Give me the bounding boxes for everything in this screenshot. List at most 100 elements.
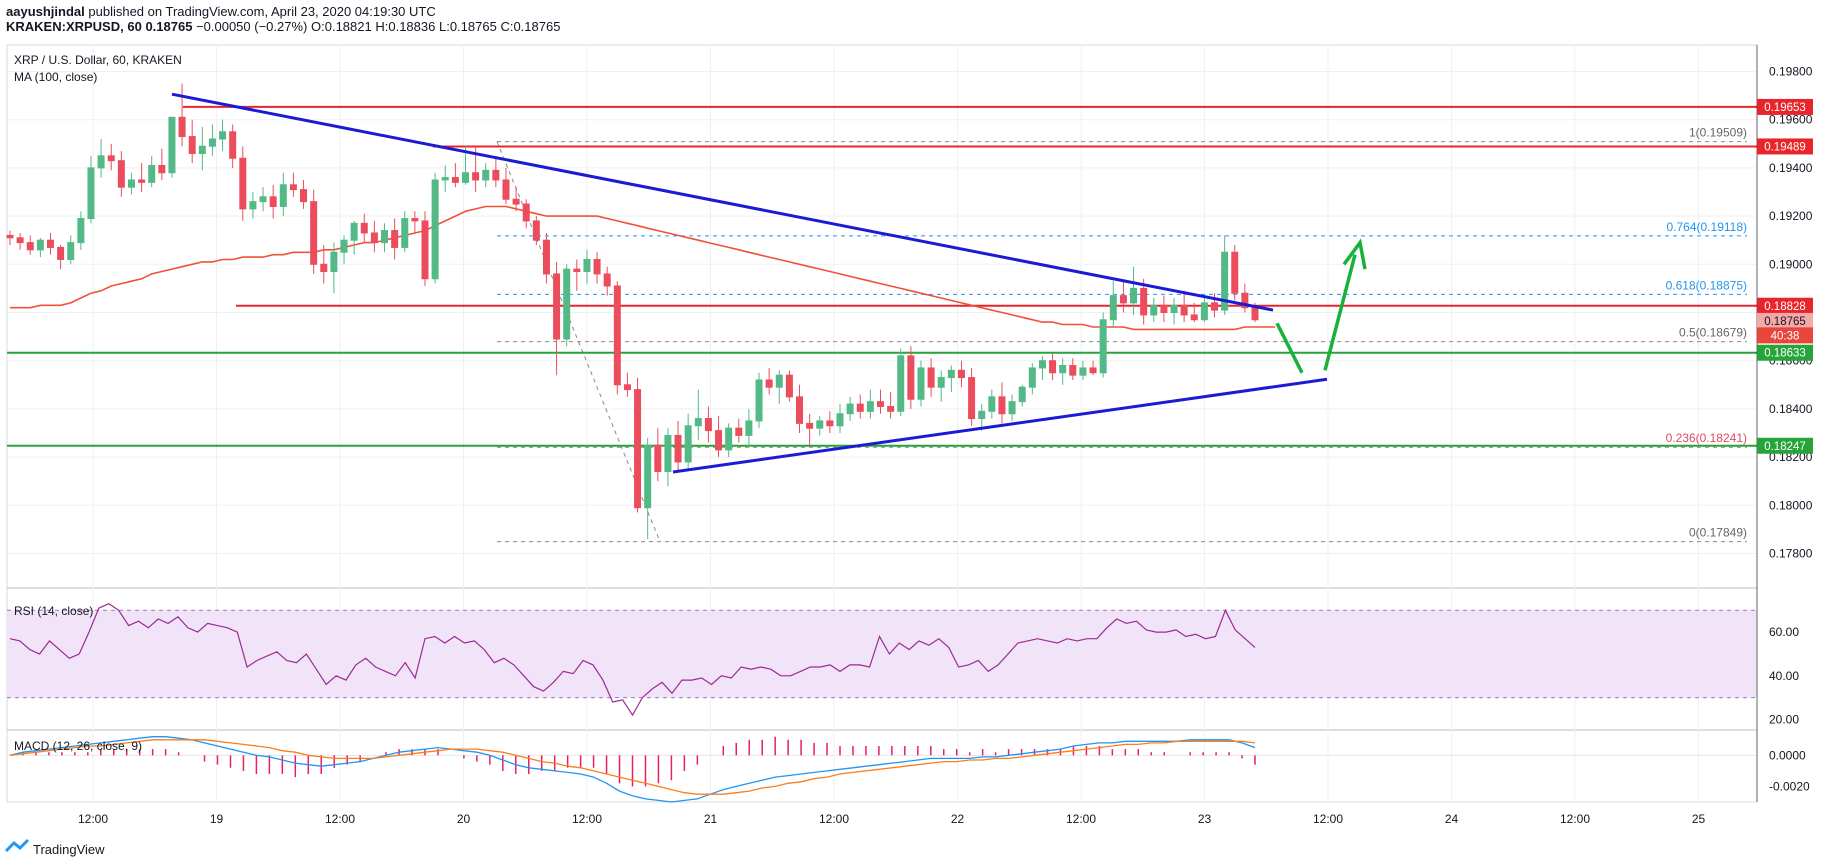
candle: [988, 389, 996, 419]
time-tick-label: 12:00: [572, 812, 602, 826]
candle-body: [1251, 307, 1259, 321]
candle-body: [563, 268, 571, 340]
candle: [1038, 355, 1046, 380]
candle-body: [907, 355, 915, 400]
candle: [907, 346, 915, 409]
candle-body: [198, 145, 206, 154]
price-label-bg: [1757, 297, 1813, 314]
price-label-support: 0.18247: [1757, 437, 1813, 454]
candle: [593, 252, 601, 284]
publish-line: aayushjindal published on TradingView.co…: [6, 4, 436, 19]
candle: [320, 245, 328, 284]
candle-body: [87, 167, 95, 220]
arrow-head: [1342, 238, 1367, 270]
candle-body: [887, 405, 895, 412]
candle: [97, 138, 105, 178]
candle: [816, 416, 824, 436]
candle: [1200, 295, 1208, 323]
candle-body: [613, 285, 621, 386]
tradingview-brand: TradingView: [33, 842, 105, 857]
candle-body: [1069, 365, 1077, 376]
candle-body: [826, 420, 834, 427]
candle: [502, 167, 510, 205]
candle-body: [1241, 292, 1249, 309]
candle-body: [897, 355, 905, 412]
candle: [522, 199, 530, 229]
candle: [684, 413, 692, 470]
fib-level-label: 1(0.19509): [1689, 126, 1747, 140]
candle: [127, 172, 135, 195]
time-tick-label: 19: [210, 812, 224, 826]
candle-body: [401, 218, 409, 248]
price-tick-label: 0.17800: [1769, 546, 1813, 560]
price-label-bg: [1757, 437, 1813, 454]
time-tick-label: 12:00: [325, 812, 355, 826]
moving-average: [10, 205, 1276, 331]
candle-body: [1221, 251, 1229, 311]
candle: [542, 232, 550, 284]
candle-body: [148, 164, 156, 183]
candle-body: [957, 369, 965, 379]
change-text: −0.00050 (−0.27%): [196, 19, 308, 34]
candle: [836, 404, 844, 433]
candle-body: [654, 444, 662, 473]
candle: [249, 192, 257, 219]
price-tick-label: 0.19000: [1769, 257, 1813, 271]
candle: [947, 365, 955, 393]
candle: [775, 370, 783, 405]
candle: [573, 259, 581, 291]
candle-body: [360, 222, 368, 234]
candle: [664, 428, 672, 487]
candle: [1018, 384, 1026, 407]
candle-body: [492, 169, 500, 181]
candle: [482, 163, 490, 188]
candle: [887, 392, 895, 419]
candle-body: [1049, 360, 1057, 374]
rsi-legend: RSI (14, close): [14, 604, 93, 618]
candle-body: [1170, 304, 1178, 313]
candle-body: [259, 196, 267, 203]
candle: [1241, 283, 1249, 313]
price-label-text: 0.19489: [1764, 141, 1806, 153]
fib-level-label: 0.618(0.18875): [1666, 278, 1747, 292]
rsi-pane: [7, 603, 1757, 717]
candle: [451, 163, 459, 188]
author-name[interactable]: aayushjindal: [6, 4, 85, 19]
macd-tick-label: 0.0000: [1769, 748, 1806, 762]
candle-body: [968, 377, 976, 420]
high-value: 0.18836: [388, 19, 436, 34]
low-label: L:: [438, 19, 450, 34]
candle-body: [725, 427, 733, 451]
time-tick-label: 12:00: [1560, 812, 1590, 826]
candle: [674, 420, 682, 472]
close-label: C:: [500, 19, 514, 34]
price-tick-label: 0.18000: [1769, 498, 1813, 512]
candle-body: [289, 184, 297, 191]
candle: [411, 211, 419, 233]
tradingview-logo-icon: [4, 838, 30, 853]
candle: [279, 172, 287, 217]
macd-tick-label: -0.0020: [1769, 779, 1810, 793]
candle: [583, 249, 591, 284]
candle: [289, 172, 297, 197]
candle-body: [168, 116, 176, 174]
fib-level-label: 0.236(0.18241): [1666, 431, 1747, 445]
candle: [1119, 281, 1127, 313]
candle: [937, 370, 945, 402]
candle-body: [715, 430, 723, 451]
candle-body: [846, 403, 854, 415]
time-tick-label: 21: [704, 812, 718, 826]
rsi-tick-label: 60.00: [1769, 625, 1799, 639]
candle-body: [1059, 365, 1067, 374]
fib-level-label: 0.764(0.19118): [1666, 220, 1747, 234]
candle: [866, 389, 874, 419]
candle-body: [603, 273, 611, 287]
price-tick-label: 0.18400: [1769, 402, 1813, 416]
candles: [6, 83, 1259, 540]
candle-body: [310, 201, 318, 265]
descending-trendline: [171, 92, 1274, 312]
candle: [77, 211, 85, 250]
tradingview-logo[interactable]: TradingView: [4, 838, 105, 857]
time-tick-label: 22: [951, 812, 965, 826]
